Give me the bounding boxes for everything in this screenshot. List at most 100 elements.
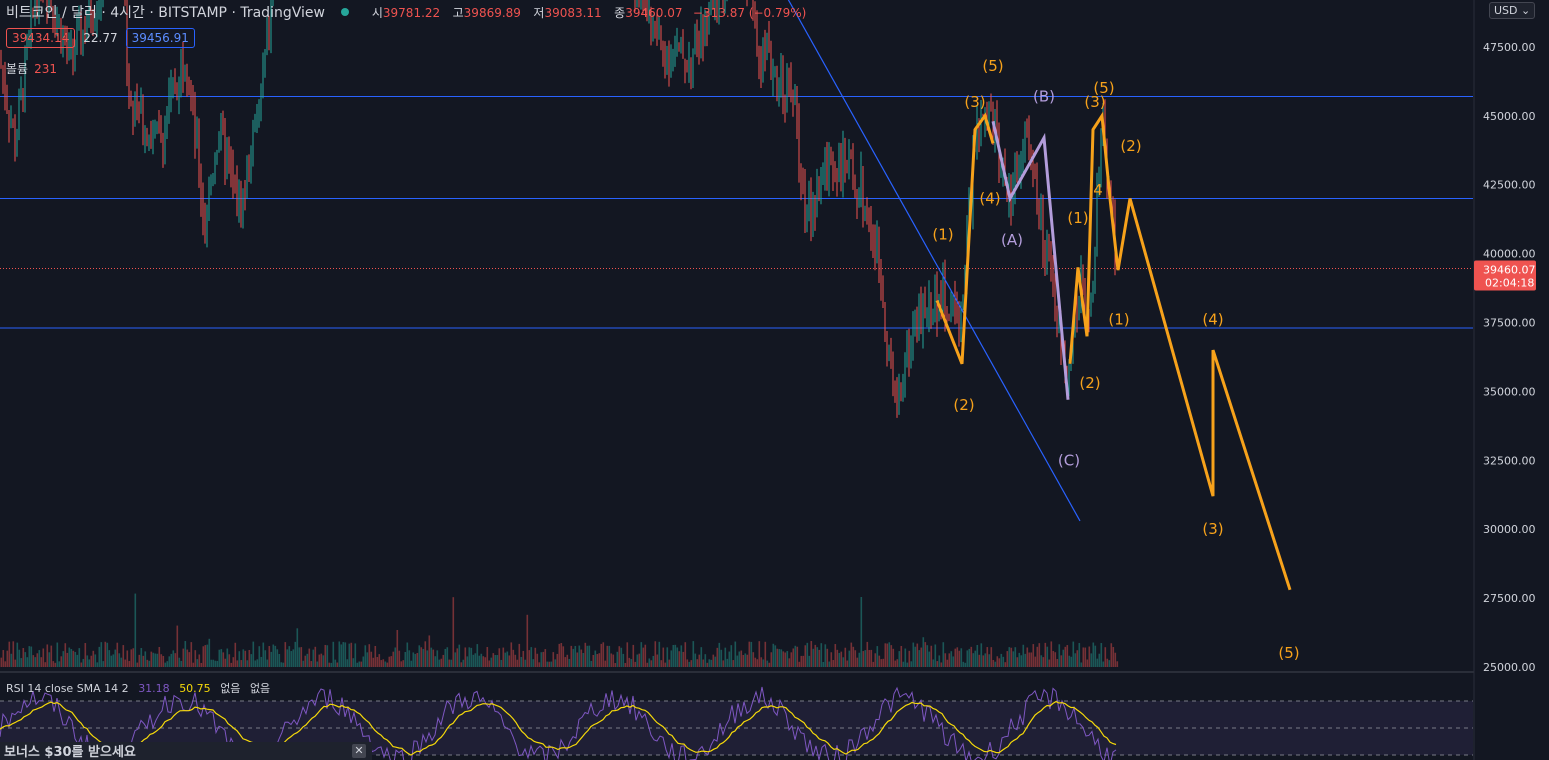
volume-bar [136, 662, 139, 667]
volume-bar [828, 661, 831, 667]
volume-bar [120, 657, 123, 667]
volume-bar [914, 646, 917, 667]
volume-bar [18, 649, 21, 667]
volume-bar [482, 656, 485, 667]
promo-banner[interactable]: 보너스 $30를 받으세요 ✕ [0, 742, 372, 760]
current-price-label: 39460.07 [1483, 263, 1536, 276]
open-label: 시 [371, 6, 383, 20]
volume-bar [462, 659, 465, 667]
volume-bar [164, 662, 167, 667]
volume-bar [288, 646, 291, 667]
wave-label: 4 [1093, 181, 1103, 199]
promo-text: 보너스 $30를 받으세요 [4, 745, 136, 760]
volume-bar [458, 644, 461, 667]
volume-bar [250, 654, 253, 667]
volume-bar [804, 645, 807, 667]
volume-bar [74, 651, 77, 667]
volume-bar [1114, 652, 1117, 667]
volume-bar [1044, 642, 1047, 667]
volume-bar [684, 642, 687, 667]
volume-bar [228, 654, 231, 667]
volume-bar [666, 647, 669, 667]
volume-bar [262, 642, 265, 667]
rsi-na-1: 없음 [220, 682, 241, 695]
volume-bar [1036, 646, 1039, 667]
volume-bar [328, 662, 331, 667]
volume-bar [524, 659, 527, 667]
volume-bar [1074, 653, 1077, 667]
change-value: −313.87 (−0.79%) [692, 6, 807, 20]
wave-label: (5) [1278, 644, 1299, 662]
volume-bar [550, 661, 553, 667]
volume-bar [518, 643, 521, 667]
rsi-title[interactable]: RSI 14 close SMA 14 2 [6, 682, 129, 695]
volume-bar [298, 647, 301, 667]
volume-bar [444, 648, 447, 667]
volume-bar [1094, 645, 1097, 667]
volume-bar [568, 658, 571, 667]
volume-bar [300, 647, 303, 667]
volume-bar [566, 654, 569, 667]
volume-bar [198, 654, 201, 667]
volume-bar [260, 656, 263, 667]
volume-bar [1110, 643, 1113, 667]
volume-bar [728, 651, 731, 667]
wave-label: (1) [1108, 311, 1129, 329]
volume-bar [30, 646, 33, 667]
volume-bar [636, 654, 639, 667]
volume-bar [782, 651, 785, 667]
volume-bar [204, 645, 207, 667]
volume-bar [990, 647, 993, 667]
symbol-title[interactable]: 비트코인 / 달러 · 4시간 · BITSTAMP · TradingView [6, 5, 325, 21]
volume-bar [44, 662, 47, 667]
volume-bar [258, 646, 261, 667]
wave-label: (1) [932, 225, 953, 243]
volume-bar [184, 641, 187, 667]
volume-bar [634, 661, 637, 667]
volume-bar [368, 644, 371, 667]
buy-price-button[interactable]: 39456.91 [125, 28, 195, 48]
volume-bar [1006, 651, 1009, 667]
volume-bar [410, 660, 413, 667]
volume-bar [508, 655, 511, 667]
volume-bar [316, 661, 319, 667]
volume-bar [122, 645, 125, 667]
volume-bar [412, 652, 415, 667]
close-icon[interactable]: ✕ [352, 744, 366, 758]
wave-path-lavender [991, 120, 1070, 400]
volume-bar [878, 655, 881, 667]
volume-bar [664, 662, 667, 667]
volume-bar [1038, 643, 1041, 667]
volume-bar [498, 648, 501, 667]
volume-bar [690, 660, 693, 667]
sell-price-button[interactable]: 39434.14 [6, 28, 76, 48]
volume-bar [396, 629, 399, 667]
volume-bar [936, 661, 939, 667]
volume-bar [798, 661, 801, 667]
volume-bar [112, 654, 115, 667]
volume-bar [502, 647, 505, 667]
rsi-sma-line [0, 700, 1117, 756]
volume-bar [110, 655, 113, 667]
volume-bar [818, 649, 821, 667]
volume-bar [360, 661, 363, 667]
volume-bar [970, 646, 973, 667]
volume-bar [982, 655, 985, 667]
wave-label: (3) [964, 93, 985, 111]
volume-bar [270, 651, 273, 667]
price-tick-label: 27500.00 [1483, 592, 1536, 605]
currency-select[interactable]: USD ⌄ [1489, 2, 1536, 19]
volume-bar [54, 662, 57, 667]
volume-bar [66, 652, 69, 667]
volume-bar [842, 657, 845, 667]
volume-bar [158, 646, 161, 667]
volume-bar [348, 643, 351, 667]
volume-bar [366, 652, 369, 667]
volume-bar [606, 645, 609, 667]
volume-bar [978, 654, 981, 667]
volume-bar [1026, 647, 1029, 667]
trendline [787, 0, 1081, 522]
volume-bar [1078, 643, 1081, 667]
volume-bar [742, 654, 745, 667]
